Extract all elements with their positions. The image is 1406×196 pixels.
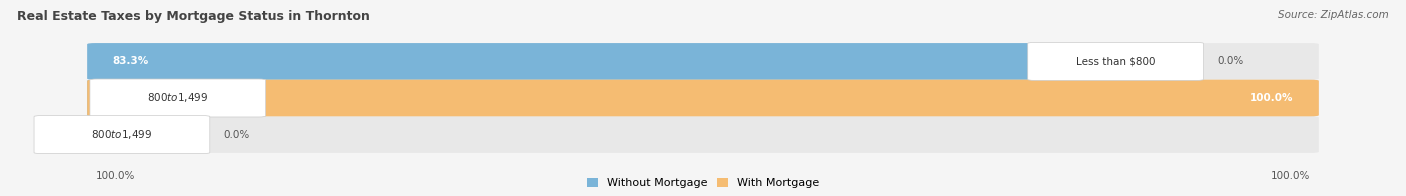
Text: 100.0%: 100.0% [1271,171,1310,181]
FancyBboxPatch shape [87,43,1319,80]
FancyBboxPatch shape [87,116,122,153]
FancyBboxPatch shape [90,79,266,117]
FancyBboxPatch shape [87,43,1116,80]
Text: 0.0%: 0.0% [1218,56,1244,66]
Text: Real Estate Taxes by Mortgage Status in Thornton: Real Estate Taxes by Mortgage Status in … [17,10,370,23]
Text: 1.5%: 1.5% [80,130,107,140]
FancyBboxPatch shape [87,116,1319,153]
FancyBboxPatch shape [1028,42,1204,80]
FancyBboxPatch shape [87,80,179,116]
Text: Less than $800: Less than $800 [1076,56,1156,66]
Legend: Without Mortgage, With Mortgage: Without Mortgage, With Mortgage [588,178,818,189]
Text: $800 to $1,499: $800 to $1,499 [148,92,208,104]
Text: 100.0%: 100.0% [96,171,135,181]
Text: 100.0%: 100.0% [1250,93,1294,103]
FancyBboxPatch shape [87,80,1319,116]
Text: 6.1%: 6.1% [136,93,163,103]
Text: Source: ZipAtlas.com: Source: ZipAtlas.com [1278,10,1389,20]
FancyBboxPatch shape [87,80,1319,116]
Text: $800 to $1,499: $800 to $1,499 [91,128,152,141]
Text: 83.3%: 83.3% [112,56,149,66]
Text: 0.0%: 0.0% [224,130,250,140]
FancyBboxPatch shape [34,116,209,154]
